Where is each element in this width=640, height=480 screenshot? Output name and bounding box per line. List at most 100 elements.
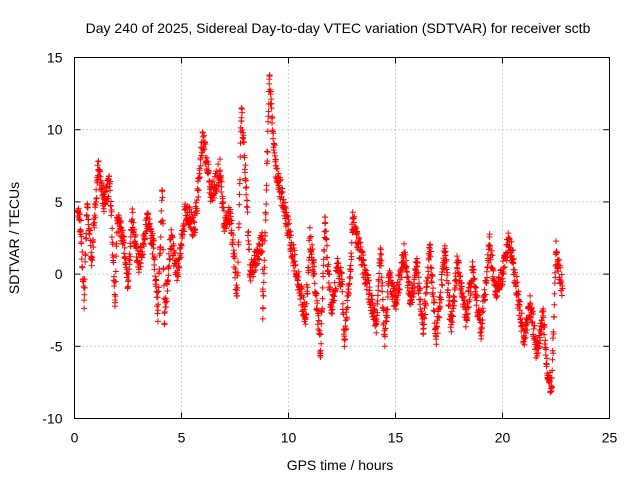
data-point [129,216,136,223]
data-point [417,285,424,292]
data-point [159,187,166,194]
data-point [484,274,491,281]
data-point [320,273,327,280]
data-point [241,139,248,146]
data-point [109,241,116,248]
data-point [130,219,137,226]
data-point [309,246,316,253]
data-point [164,278,171,285]
data-point [536,343,543,350]
data-point [280,196,287,203]
data-point [379,288,386,295]
data-point [521,341,528,348]
data-point [304,284,311,291]
data-point [437,289,444,296]
data-point [285,216,292,223]
data-point [221,207,228,214]
data-point [153,277,160,284]
data-point [112,278,119,285]
data-point [465,304,472,311]
data-point [100,208,107,215]
data-point [235,259,242,266]
data-point [113,240,120,247]
data-point [377,245,384,252]
data-point [364,280,371,287]
x-tick-labels: 0 5 10 15 20 25 [71,430,618,446]
data-point [110,273,117,280]
data-point [320,262,327,269]
data-point [163,298,170,305]
data-point [78,256,85,263]
data-point [527,292,534,299]
data-point [458,283,465,290]
data-point [425,275,432,282]
data-point [305,267,312,274]
data-point [378,251,385,258]
data-point [379,296,386,303]
data-point [117,217,124,224]
data-point [193,199,200,206]
data-point [464,304,471,311]
data-point [112,297,119,304]
data-point [260,279,267,286]
data-point [347,268,354,275]
data-point [370,302,377,309]
y-tick-label: 10 [47,122,63,138]
data-point [441,242,448,249]
data-point [157,234,164,241]
data-point [191,227,198,234]
data-point [223,225,230,232]
data-point [262,211,269,218]
data-point [303,300,310,307]
y-axis-label: SDTVAR / TECUs [6,182,22,294]
data-point [341,343,348,350]
data-point [85,221,92,228]
data-point [270,130,277,137]
data-point [197,174,204,181]
data-point [155,301,162,308]
data-point [237,153,244,160]
data-point [375,278,382,285]
data-point [421,315,428,322]
x-tick-label: 15 [388,430,404,446]
data-point [170,242,177,249]
data-point [354,230,361,237]
data-point [245,237,252,244]
data-point [264,158,271,165]
data-point [405,273,412,280]
data-point [149,250,156,257]
data-point [100,182,107,189]
data-point [472,291,479,298]
data-point [253,261,260,268]
data-point [154,289,161,296]
y-tick-label: 5 [55,194,63,210]
data-point [517,315,524,322]
data-point [85,216,92,223]
data-point [558,278,565,285]
data-point [376,270,383,277]
data-point [173,277,180,284]
data-point [329,306,336,313]
data-point [514,279,521,286]
data-point [541,323,548,330]
data-point [327,284,334,291]
data-point [230,232,237,239]
data-point [295,268,302,275]
data-point [527,299,534,306]
data-point [259,286,266,293]
data-point [302,314,309,321]
data-point [93,195,100,202]
data-point [205,168,212,175]
data-point [262,217,269,224]
data-point [434,330,441,337]
plot-frame [74,57,610,419]
data-point [108,208,115,215]
data-point [532,333,539,340]
x-tick-label: 25 [602,430,618,446]
data-point [247,277,254,284]
data-point [243,191,250,198]
data-point [217,172,224,179]
data-point [508,238,515,245]
data-point [211,194,218,201]
data-point [319,284,326,291]
